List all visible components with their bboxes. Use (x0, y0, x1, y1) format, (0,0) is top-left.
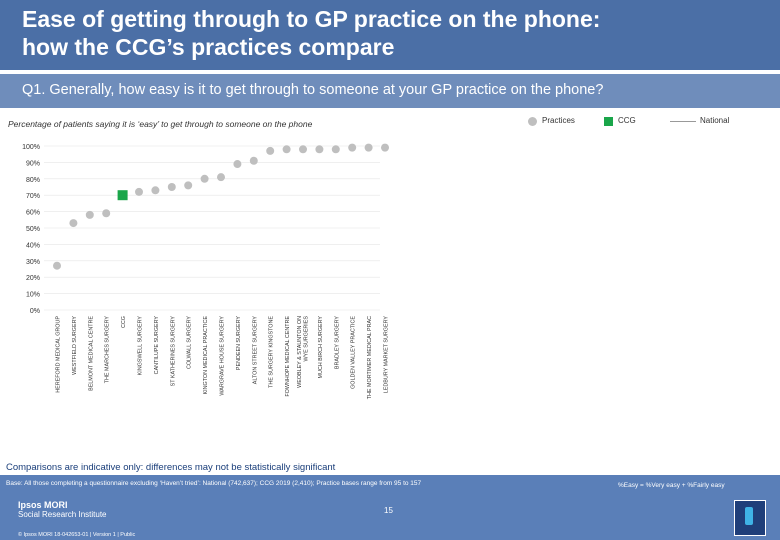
ccg-square-icon (604, 117, 613, 126)
practice-point (151, 186, 160, 195)
x-tick-label: ST KATHERINES SURGERY (170, 316, 176, 387)
scatter-chart: 0% 10% 20% 30% 40% 50% 60% 70% 80% 90% 100% HEREFOR… (22, 143, 390, 399)
x-tick-label: WESTFIELD SURGERY (72, 316, 78, 375)
practice-dot-icon (528, 117, 537, 126)
question-text: Q1. Generally, how easy is it to get thr… (22, 82, 604, 98)
practice-point (69, 219, 78, 228)
y-tick-label: 40% (26, 242, 40, 249)
practice-point (315, 145, 324, 154)
national-line-icon (670, 121, 696, 122)
practice-point (167, 183, 176, 191)
x-tick-label: PENDEEN SURGERY (236, 316, 242, 371)
y-tick-label: 80% (26, 177, 40, 184)
practice-point (299, 145, 307, 154)
y-tick-label: 50% (26, 226, 40, 233)
practice-point (200, 174, 209, 183)
ipsos-corner-logo-icon (734, 500, 766, 536)
practice-point (184, 181, 193, 190)
x-tick-label: COLWALL SURGERY (187, 316, 193, 369)
ipsos-i-icon (745, 507, 753, 525)
x-tick-label: BELMONT MEDICAL CENTRE (88, 316, 94, 391)
x-tick-label: KINGTON MEDICAL PRACTICE (203, 316, 209, 395)
y-tick-label: 10% (26, 292, 40, 299)
practice-point (85, 210, 94, 219)
x-tick-label: FOWNHOPE MEDICAL CENTRE (285, 316, 291, 397)
y-tick-label: 20% (26, 275, 40, 282)
practice-point (282, 145, 291, 154)
legend-ccg-label: CCG (618, 116, 636, 125)
page-title: Ease of getting through to GP practice o… (22, 6, 601, 60)
chart-legend: Practices CCG National (528, 116, 778, 130)
easy-definition: %Easy = %Very easy + %Fairly easy (618, 482, 725, 489)
practice-point (348, 143, 357, 152)
x-tick-label: THE SURGERY KINGSTONE (269, 316, 275, 388)
logo-line-2: Social Research Institute (18, 510, 107, 519)
x-tick-label: GOLDEN VALLEY PRACTICE (351, 316, 357, 389)
x-tick-label: HEREFORD MEDICAL GROUP (56, 316, 62, 393)
y-tick-label: 100% (22, 144, 40, 151)
x-tick-label: ALTON STREET SURGERY (252, 316, 258, 385)
chart-subtitle: Percentage of patients saying it is ‘eas… (8, 119, 313, 129)
ipsos-logo: Ipsos MORI Social Research Institute (18, 500, 107, 519)
practice-point (381, 143, 389, 152)
copyright-text: © Ipsos MORI 18-042653-01 | Version 1 | … (18, 532, 136, 538)
y-tick-label: 30% (26, 259, 40, 266)
practice-point (102, 209, 111, 218)
x-tick-label: LEDBURY MARKET SURGERY (384, 316, 390, 394)
x-tick-label: CCG (121, 316, 127, 328)
y-tick-label: 60% (26, 210, 40, 217)
practice-point (135, 187, 143, 196)
legend-national-label: National (700, 116, 730, 125)
header-banner: Ease of getting through to GP practice o… (0, 0, 780, 70)
base-note: Base: All those completing a questionnai… (6, 480, 422, 487)
practice-point (364, 143, 373, 152)
question-banner: Q1. Generally, how easy is it to get thr… (0, 74, 780, 108)
comparison-footnote: Comparisons are indicative only: differe… (6, 462, 336, 473)
page-number: 15 (384, 506, 393, 515)
x-tick-label: WEOBLEY & STAUNTON ONWYE SURGERIES (297, 316, 310, 388)
practice-point (233, 160, 242, 169)
legend-practices-label: Practices (542, 116, 575, 125)
x-tick-label: MUCH BIRCH SURGERY (318, 316, 324, 379)
practice-point (331, 145, 340, 154)
practice-point (217, 173, 225, 182)
practice-point (266, 146, 275, 155)
y-tick-label: 70% (26, 193, 40, 200)
y-tick-label: 90% (26, 160, 40, 167)
x-tick-label: THE MORTIMER MEDICAL PRAC (367, 316, 373, 399)
footer-bar: Base: All those completing a questionnai… (0, 475, 780, 540)
x-tick-label: THE MARCHES SURGERY (105, 316, 111, 384)
practice-point (249, 156, 258, 165)
y-tick-label: 0% (30, 308, 40, 315)
x-tick-label: KINGSWELL SURGERY (138, 316, 144, 376)
x-tick-label: BRADLEY SURGERY (334, 316, 340, 370)
x-tick-label: WARGRAVE HOUSE SURGERY (220, 316, 226, 396)
ccg-point (117, 190, 128, 201)
practice-point (53, 261, 61, 270)
logo-line-1: Ipsos MORI (18, 500, 68, 510)
x-tick-label: CANTILUPE SURGERY (154, 316, 160, 375)
